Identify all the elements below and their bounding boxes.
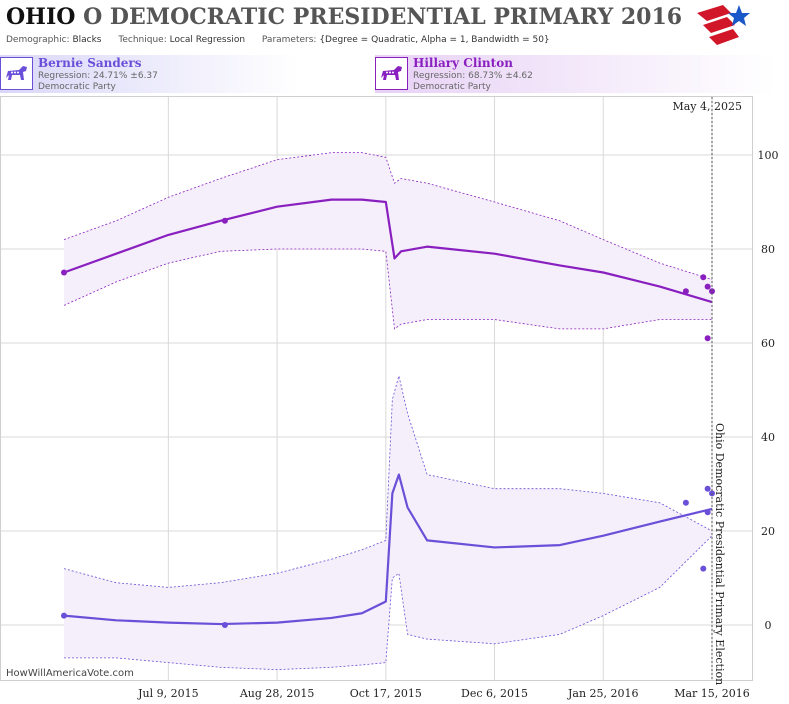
election-label: Ohio Democratic Presidential Primary Ele… (713, 423, 726, 685)
poll-point[interactable] (682, 288, 689, 295)
confidence-band (64, 152, 712, 329)
candidate-sanders[interactable]: Bernie Sanders Regression: 24.71% ±6.37 … (0, 55, 300, 93)
candidate-regression: Regression: 24.71% ±6.37 (38, 71, 158, 81)
poll-point[interactable] (61, 612, 67, 619)
poll-point[interactable] (704, 485, 711, 492)
y-tick-label: 40 (761, 431, 775, 444)
y-tick-label: 0 (765, 619, 772, 632)
watermark: HowWillAmericaVote.com (6, 668, 134, 679)
poll-point[interactable] (704, 335, 711, 342)
y-tick-label: 60 (761, 337, 775, 350)
candidate-party: Democratic Party (413, 82, 491, 92)
parameters-value: {Degree = Quadratic, Alpha = 1, Bandwidt… (319, 35, 550, 45)
confidence-band (64, 375, 712, 670)
x-tick-label: Jul 9, 2015 (137, 687, 199, 700)
regression-line (63, 198, 713, 304)
technique-value: Local Regression (169, 35, 246, 45)
poll-point[interactable] (709, 288, 715, 295)
x-tick-label: Oct 17, 2015 (350, 687, 422, 700)
y-tick-label: 100 (758, 149, 779, 162)
poll-point[interactable] (700, 565, 707, 572)
x-tick-label: Aug 28, 2015 (239, 687, 315, 700)
y-axis: 0 20 40 60 80 100 (758, 149, 779, 632)
parameters-label: Parameters: (261, 35, 317, 45)
poll-point[interactable] (700, 274, 707, 281)
regression-line (63, 473, 713, 626)
candidate-name: Bernie Sanders (38, 56, 142, 70)
poll-point[interactable] (61, 269, 67, 276)
poll-point[interactable] (221, 622, 228, 628)
site-logo-icon (697, 5, 750, 45)
donkey-icon (375, 57, 408, 90)
demographic-label: Demographic: (6, 35, 70, 45)
title-state: OHIO (6, 4, 76, 30)
upper-bound-line (63, 152, 713, 280)
demographic-value: Blacks (72, 35, 102, 45)
regression-lines (63, 198, 713, 626)
x-tick-label: Jan 25, 2016 (567, 687, 639, 700)
poll-point[interactable] (221, 217, 228, 224)
donkey-icon (0, 57, 33, 90)
x-tick-label: Mar 15, 2016 (674, 687, 750, 700)
candidate-name: Hillary Clinton (413, 56, 513, 70)
upper-bound-line (63, 375, 713, 588)
y-tick-label: 20 (761, 525, 775, 538)
candidate-bar: Bernie Sanders Regression: 24.71% ±6.37 … (0, 55, 789, 95)
today-label: May 4, 2025 (672, 100, 742, 113)
candidate-party: Democratic Party (38, 82, 116, 92)
y-tick-label: 80 (761, 243, 775, 256)
poll-point[interactable] (682, 499, 689, 506)
x-tick-label: Dec 6, 2015 (461, 687, 528, 700)
meta-line: Demographic: Blacks Technique: Local Reg… (6, 35, 564, 45)
regression-chart: May 4, 2025 Ohio Democratic Presidential… (0, 96, 779, 700)
candidate-clinton[interactable]: Hillary Clinton Regression: 68.73% ±4.62… (375, 55, 775, 93)
confidence-bands (63, 152, 713, 671)
poll-point[interactable] (704, 283, 711, 290)
title-event: O DEMOCRATIC PRESIDENTIAL PRIMARY 2016 (83, 4, 683, 30)
x-axis: Jul 9, 2015 Aug 28, 2015 Oct 17, 2015 Dec 6… (137, 687, 750, 700)
chart-title: OHIO O DEMOCRATIC PRESIDENTIAL PRIMARY 2… (6, 4, 682, 30)
poll-points (61, 217, 715, 628)
candidate-regression: Regression: 68.73% ±4.62 (413, 71, 533, 81)
poll-point[interactable] (704, 509, 711, 516)
technique-label: Technique: (118, 35, 167, 45)
